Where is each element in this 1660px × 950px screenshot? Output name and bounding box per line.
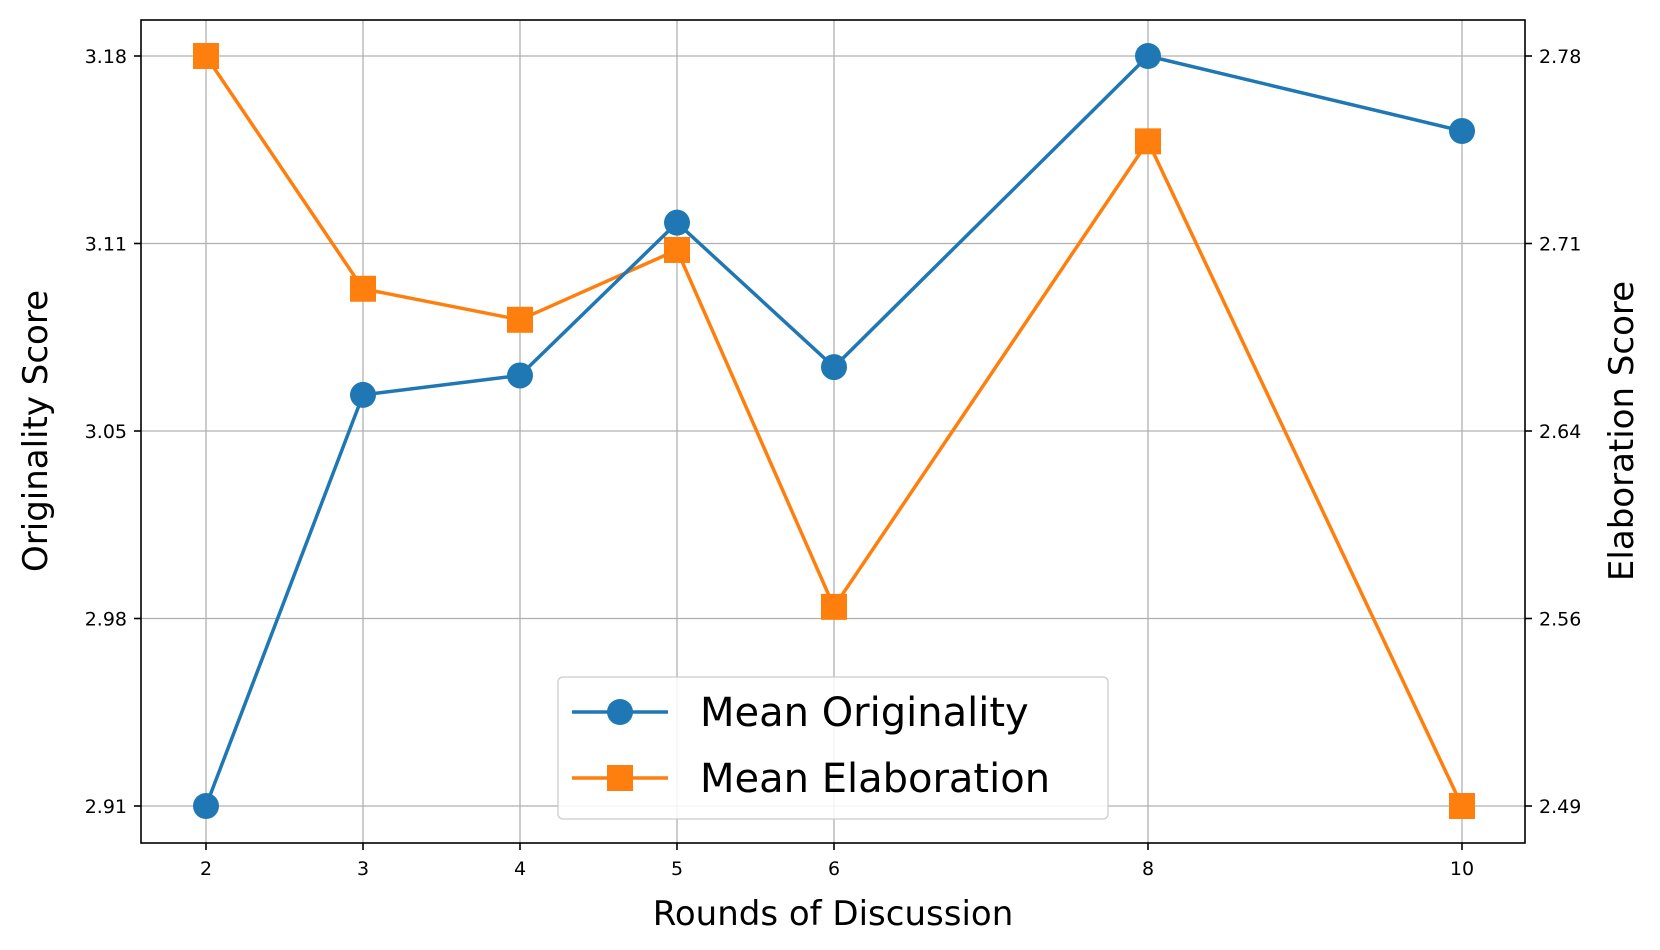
y-left-tick-label: 2.91 <box>85 796 127 818</box>
legend-label-elaboration: Mean Elaboration <box>700 756 1050 802</box>
series-layer <box>193 43 1475 819</box>
legend-label-originality: Mean Originality <box>700 690 1029 736</box>
x-tick-label: 4 <box>514 858 526 880</box>
mean-elaboration-point <box>507 306 533 333</box>
y-right-tick-label: 2.64 <box>1539 421 1581 443</box>
mean-elaboration-point <box>1135 128 1161 155</box>
mean-elaboration-point <box>821 593 847 620</box>
y-left-tick-label: 2.98 <box>85 609 127 631</box>
mean-elaboration-point <box>193 43 219 69</box>
y-axis-title-right: Elaboration Score <box>1602 281 1642 581</box>
y-axis-title-left: Originality Score <box>16 290 56 572</box>
y-right-tick-label: 2.49 <box>1539 796 1581 818</box>
x-tick-label: 2 <box>200 858 212 880</box>
x-tick-label: 5 <box>671 858 683 880</box>
mean-originality-point <box>821 354 847 381</box>
y-left-tick-label: 3.18 <box>85 46 127 68</box>
mean-originality-point <box>664 209 690 236</box>
y-right-tick-label: 2.78 <box>1539 46 1581 68</box>
x-axis-title: Rounds of Discussion <box>653 894 1014 934</box>
legend-marker-elaboration <box>607 765 633 791</box>
y-right-tick-label: 2.56 <box>1539 609 1581 631</box>
x-tick-label: 3 <box>357 858 369 880</box>
mean-originality-point <box>193 793 219 819</box>
x-tick-label: 10 <box>1450 858 1474 880</box>
mean-originality-point <box>1135 43 1161 69</box>
mean-elaboration-point <box>350 275 376 302</box>
y-left-tick-label: 3.05 <box>85 421 127 443</box>
x-tick-label: 6 <box>828 858 840 880</box>
legend: Mean Originality Mean Elaboration <box>557 676 1109 820</box>
mean-originality-point <box>1449 118 1475 144</box>
mean-originality-point <box>350 381 376 408</box>
mean-elaboration-point <box>664 236 690 263</box>
mean-originality-point <box>507 362 533 389</box>
x-tick-label: 8 <box>1142 858 1154 880</box>
y-right-tick-label: 2.71 <box>1539 234 1581 256</box>
tick-layer: 2 3 4 5 6 8 10 2.91 2.49 2.98 2.56 3.05 2.64 3.11 2.71… <box>85 46 1582 880</box>
legend-box <box>557 676 1109 820</box>
mean-elaboration-point <box>1449 793 1475 819</box>
y-left-tick-label: 3.11 <box>85 234 127 256</box>
legend-marker-originality <box>607 699 633 725</box>
